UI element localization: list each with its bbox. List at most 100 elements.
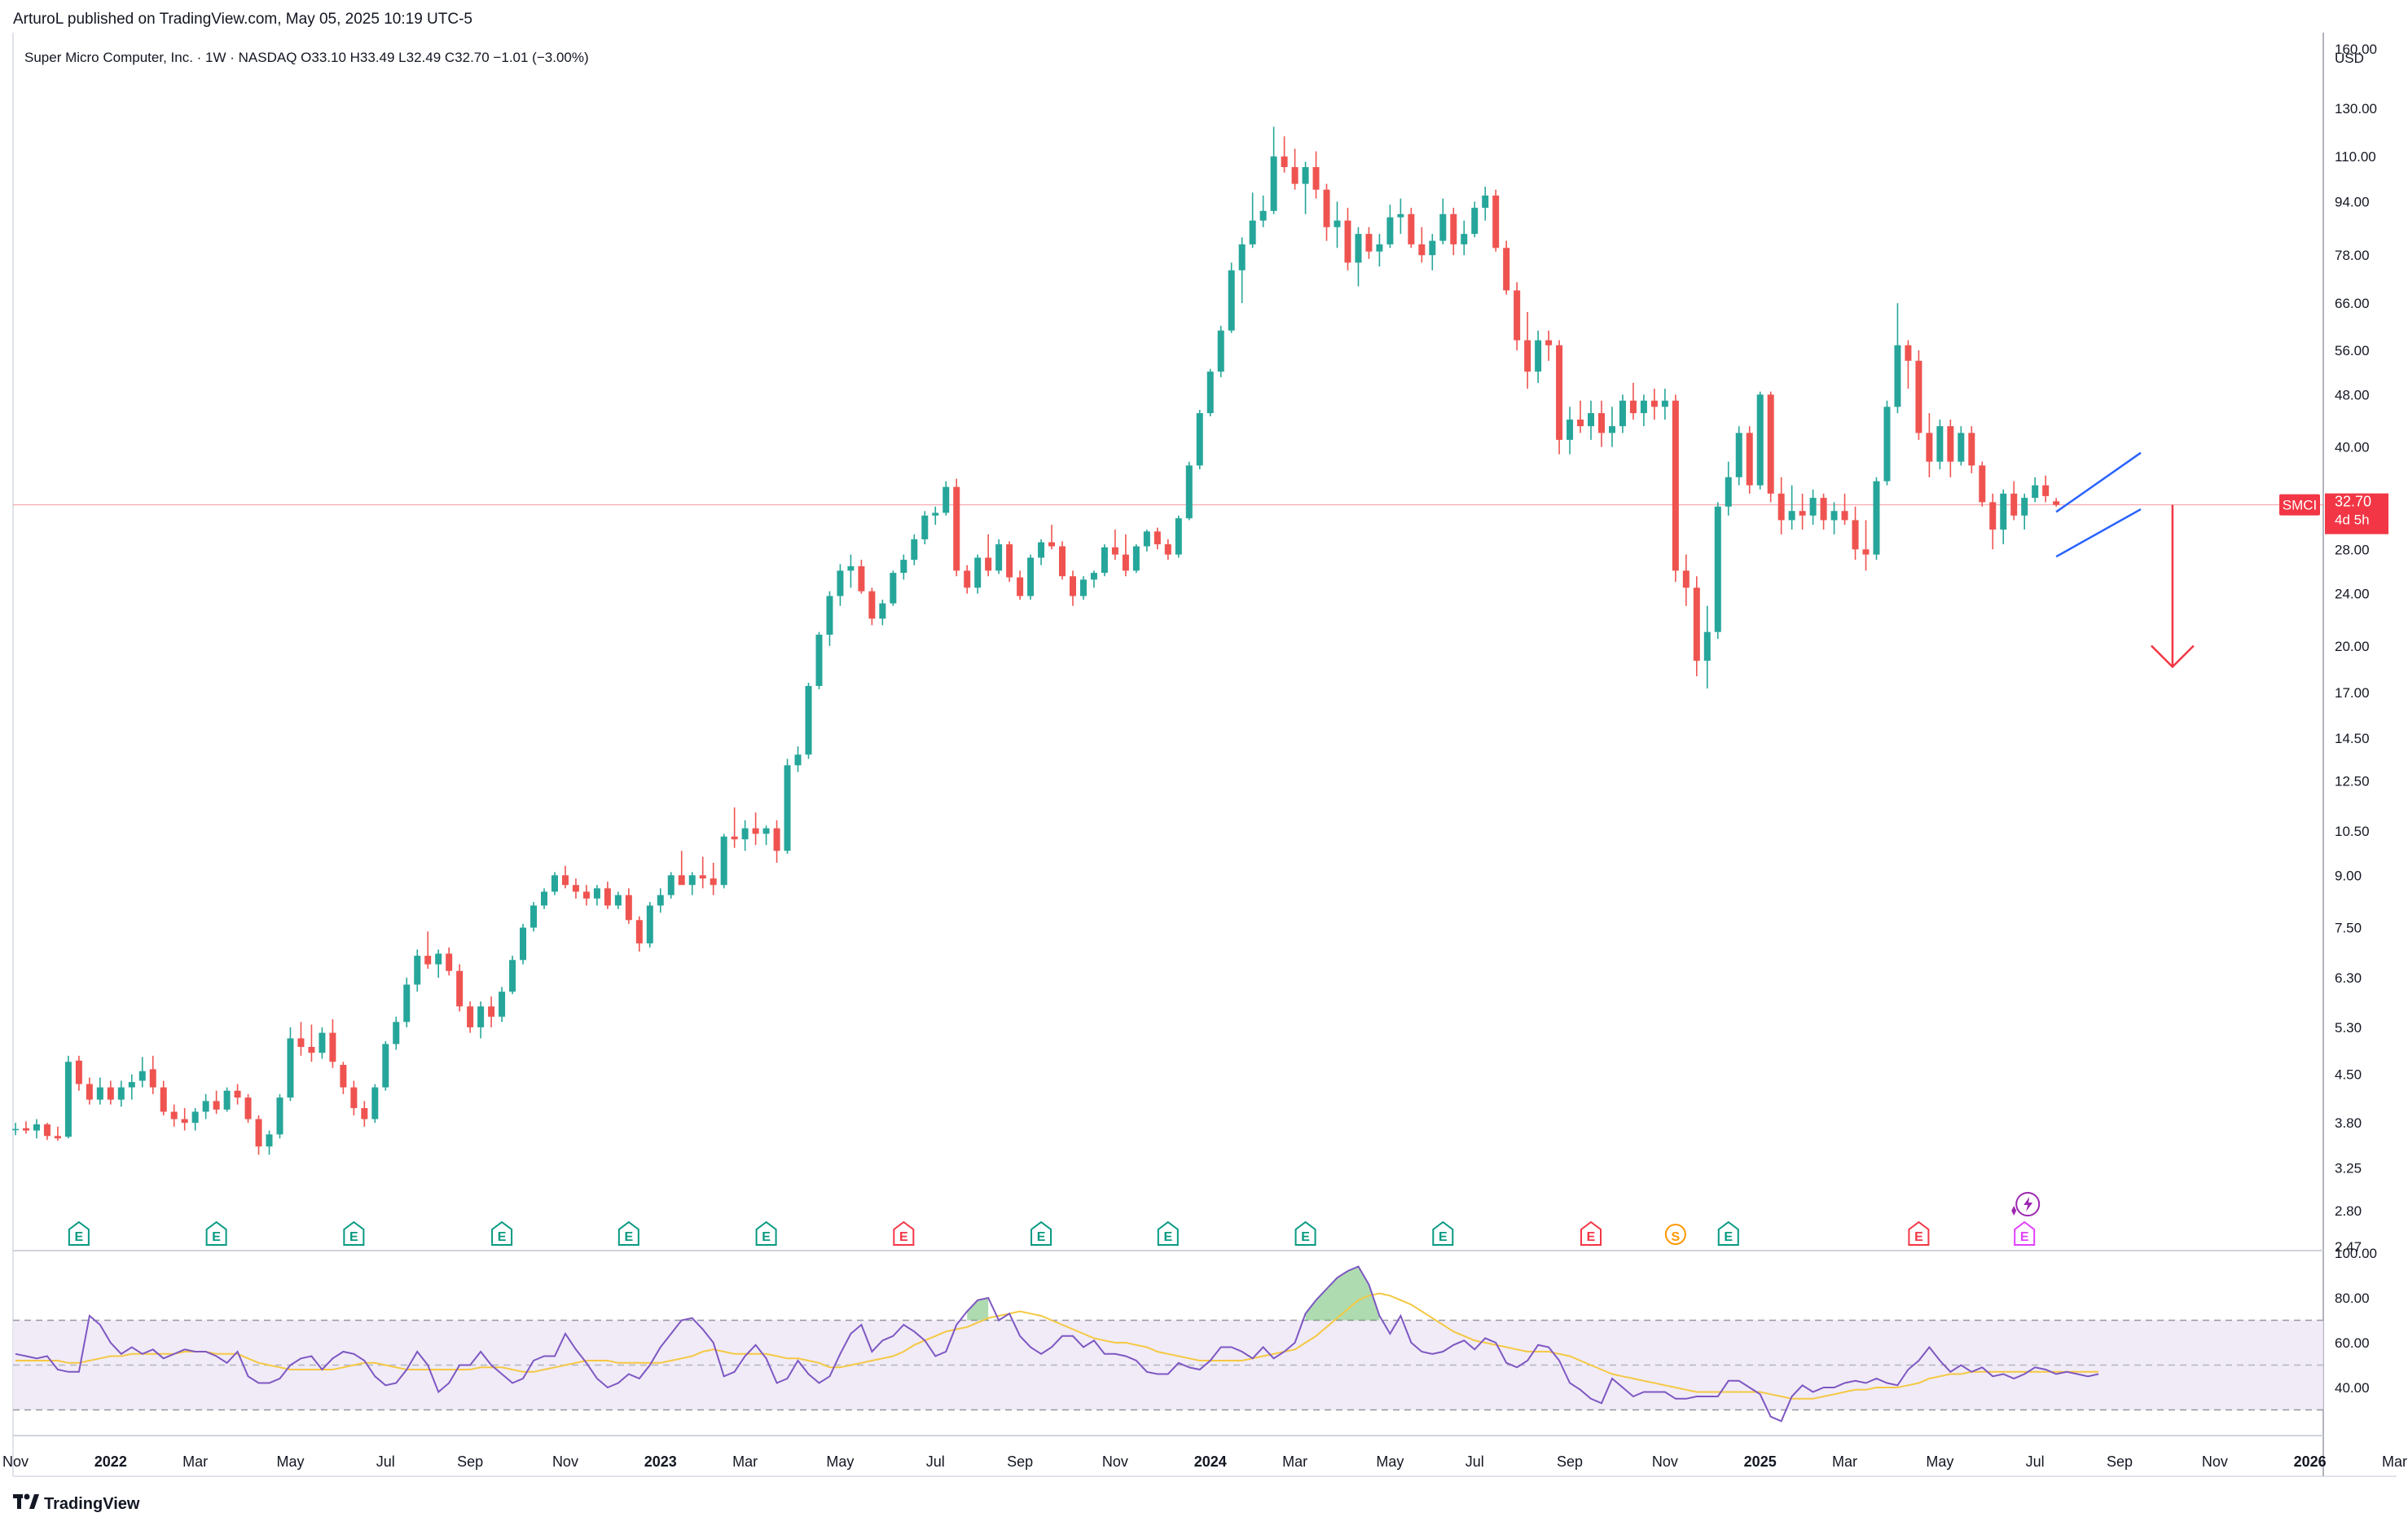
time-tick: Mar (182, 1453, 208, 1470)
candle (1524, 311, 1531, 389)
candle (964, 565, 971, 594)
candle (614, 891, 622, 909)
rsi-axis: 100.00 80.00 60.00 40.00 (2335, 1246, 2377, 1396)
candle (1492, 189, 1500, 252)
rsi-overbought-area (1305, 1266, 1380, 1321)
candle-body (1238, 244, 1246, 270)
symbol-info: Super Micro Computer, Inc. · 1W · NASDAQ… (24, 50, 589, 65)
candle-body (678, 875, 685, 886)
candle (995, 539, 1003, 574)
candle (234, 1084, 241, 1105)
candle (202, 1093, 209, 1119)
candle (815, 631, 823, 690)
candle (266, 1130, 273, 1155)
candle (635, 916, 643, 952)
price-tick: 17.00 (2335, 685, 2370, 701)
price-tick: 160.00 (2335, 42, 2377, 57)
candle-body (1323, 189, 1330, 227)
candle (160, 1080, 167, 1116)
candle-body (456, 970, 464, 1007)
candle-body (43, 1124, 51, 1137)
time-tick: 2022 (94, 1453, 127, 1470)
candle (414, 949, 421, 992)
candle (86, 1077, 93, 1105)
candle (1070, 570, 1076, 606)
candle-body (900, 560, 907, 574)
candle-body (657, 895, 664, 906)
candle-body (2000, 493, 2007, 530)
candle-body (1735, 433, 1742, 477)
candle (1756, 391, 1764, 490)
earnings-event-icon: E (617, 1220, 639, 1246)
candle-body (1070, 576, 1076, 596)
candle-body (75, 1060, 82, 1084)
price-tick: 2.47 (2335, 1239, 2362, 1255)
candle (1926, 413, 1933, 477)
price-tick: 3.25 (2335, 1160, 2362, 1176)
channel-lower-line (2055, 508, 2142, 558)
event-letter: E (1163, 1230, 1172, 1244)
candle (1344, 208, 1351, 270)
candle (1386, 204, 1394, 248)
candle (1989, 493, 1997, 550)
candle-body (96, 1087, 103, 1100)
candle-body (1852, 520, 1859, 550)
price-tick: 48.00 (2335, 387, 2370, 402)
candle (64, 1055, 72, 1139)
candle (1143, 529, 1150, 552)
candle (1830, 502, 1838, 534)
candle (837, 564, 844, 606)
brand-name: TradingView (44, 1495, 140, 1513)
time-tick: Sep (1557, 1453, 1583, 1470)
candle (1164, 539, 1171, 561)
event-letter: E (899, 1230, 908, 1244)
candle (1185, 461, 1193, 521)
candle-body (1567, 419, 1574, 440)
candle (741, 820, 749, 851)
candle-body (1650, 400, 1658, 407)
candle (181, 1108, 188, 1131)
candle (731, 807, 738, 848)
time-tick: Jul (376, 1453, 395, 1470)
candle (847, 554, 855, 588)
candle (773, 820, 780, 863)
publisher-line: ArturoL published on TradingView.com, Ma… (13, 11, 472, 28)
candle-body (1038, 542, 1045, 558)
candle (297, 1022, 305, 1056)
candle (1408, 208, 1415, 248)
candle (138, 1057, 146, 1088)
candle (1281, 136, 1288, 173)
candle (890, 570, 897, 606)
spark-icon (2011, 1192, 2041, 1216)
candle (1291, 148, 1298, 190)
candle (1429, 234, 1436, 270)
candle (911, 534, 918, 565)
tradingview-logo[interactable]: TradingView (13, 1493, 140, 1514)
earnings-event-icon: E (1908, 1220, 1930, 1246)
candle (858, 560, 865, 594)
candle-body (1514, 290, 1521, 341)
candle-body (297, 1038, 305, 1047)
candle-body (943, 486, 950, 513)
last-price-symbol: SMCI (2283, 498, 2318, 513)
candle-body (223, 1090, 231, 1110)
candle (868, 587, 876, 626)
candle-body (995, 544, 1003, 571)
candle (393, 1016, 400, 1050)
candle (1196, 410, 1203, 470)
candle-body (1355, 234, 1362, 263)
candle-body (541, 891, 547, 906)
candle (1979, 461, 1986, 507)
price-tick: 20.00 (2335, 639, 2370, 654)
candle-body (371, 1087, 379, 1119)
price-axis[interactable]: 160.00 130.00 110.00 94.00 78.00 66.00 56.00 48… (2335, 42, 2377, 1255)
candle (1017, 570, 1024, 600)
candle-body (1894, 345, 1901, 407)
candle-body (160, 1087, 167, 1112)
candle (1153, 527, 1161, 550)
time-axis[interactable]: Nov 2022 Mar May Jul Sep Nov 2023 Mar May Jul Sep No… (2, 1453, 2407, 1470)
candle (340, 1062, 347, 1094)
candle-body (1153, 531, 1161, 545)
candle (43, 1123, 51, 1141)
